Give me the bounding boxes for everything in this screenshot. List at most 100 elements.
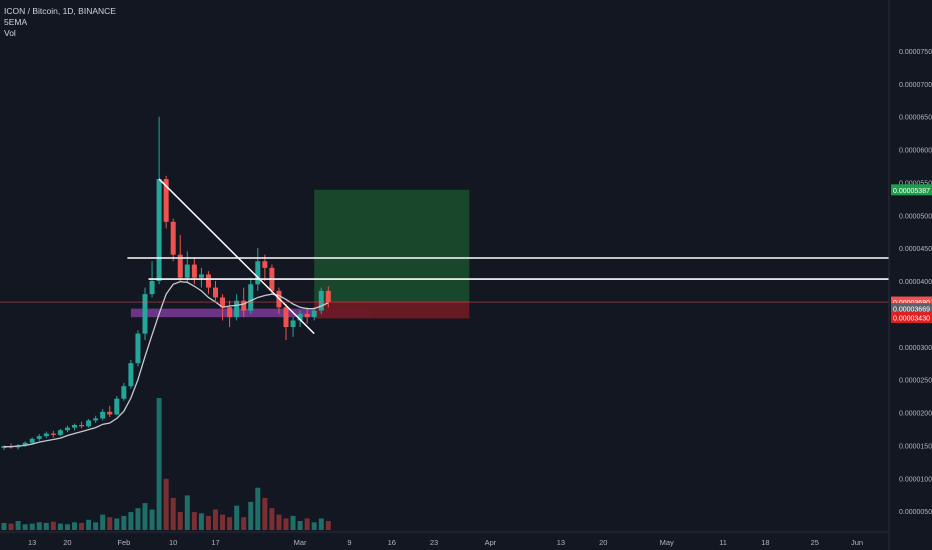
candle-body — [227, 307, 233, 318]
time-tick-label[interactable]: 10 — [169, 538, 177, 547]
candle-body — [318, 290, 324, 311]
candle-body — [191, 264, 197, 278]
candle-body — [255, 261, 261, 285]
time-tick-label[interactable]: 25 — [811, 538, 819, 547]
volume-bar — [269, 508, 275, 530]
volume-bar — [205, 515, 211, 530]
time-tick-label[interactable]: Mar — [294, 538, 307, 547]
candle-body — [43, 433, 49, 437]
time-tick-label[interactable]: 17 — [211, 538, 219, 547]
time-tick-label[interactable]: Feb — [117, 538, 130, 547]
long-position-loss-zone — [314, 302, 470, 319]
price-badges: 0.000053870.000036800.07:33:080.00003669… — [891, 184, 932, 323]
volume-bar — [276, 514, 282, 530]
volume-bar — [1, 522, 7, 530]
candle-body — [184, 264, 190, 278]
candle-body — [121, 386, 127, 399]
volume-bar — [79, 522, 85, 530]
volume-bar — [297, 521, 303, 530]
target-price-badge: 0.00005387 — [893, 188, 930, 195]
volume-bar — [22, 524, 28, 530]
volume-bar — [50, 521, 56, 530]
volume-bar — [184, 495, 190, 530]
time-tick-label[interactable]: 9 — [347, 538, 351, 547]
volume-bar — [114, 518, 120, 530]
volume-bar — [290, 515, 296, 530]
candle-body — [198, 274, 204, 278]
volume-bar — [325, 521, 331, 530]
price-tick-label[interactable]: 0.00000500 — [899, 509, 932, 516]
volume-bar — [29, 523, 35, 530]
candle-body — [234, 300, 240, 318]
last-price-badge-bg — [891, 296, 932, 308]
volume-bar — [36, 522, 42, 530]
candle-body — [262, 261, 268, 268]
candle-body — [297, 313, 303, 321]
indicator-ema-label[interactable]: 5EMA — [4, 17, 28, 27]
candle-body — [57, 430, 63, 435]
time-tick-label[interactable]: 13 — [557, 538, 565, 547]
time-tick-label[interactable]: 20 — [63, 538, 71, 547]
candle-body — [170, 221, 176, 255]
candle-body — [325, 290, 331, 303]
stop-price-badge: 0.00003430 — [893, 315, 930, 322]
volume-bar — [57, 523, 63, 530]
time-tick-label[interactable]: 11 — [719, 538, 727, 547]
time-tick-label[interactable]: Jun — [851, 538, 863, 547]
candle-body — [79, 424, 85, 427]
indicator-volume-label[interactable]: Vol — [4, 28, 16, 38]
symbol-title[interactable]: ICON / Bitcoin, 1D, BINANCE — [4, 6, 116, 16]
time-tick-label[interactable]: 20 — [599, 538, 607, 547]
candle-body — [241, 300, 247, 311]
volume-bar — [107, 517, 113, 530]
candle-body — [177, 254, 183, 278]
volume-bar — [170, 497, 176, 530]
time-tick-label[interactable]: 13 — [28, 538, 36, 547]
volume-bar — [93, 522, 99, 530]
candle-body — [304, 313, 310, 318]
volume-bar — [248, 501, 254, 530]
volume-bar — [191, 512, 197, 530]
volume-bar — [283, 518, 289, 530]
time-tick-label[interactable]: Apr — [485, 538, 497, 547]
volume-bar — [177, 512, 183, 530]
candle-body — [156, 179, 162, 281]
candle-body — [205, 274, 211, 288]
candle-body — [72, 424, 77, 428]
volume-bar — [72, 522, 77, 530]
chart-legend: ICON / Bitcoin, 1D, BINANCE 5EMA Vol — [4, 6, 116, 39]
volume-bar — [227, 517, 233, 530]
descending-trendline — [158, 178, 315, 335]
volume-bar — [318, 518, 324, 530]
time-tick-label[interactable]: 23 — [430, 538, 438, 547]
volume-bar — [255, 487, 261, 530]
candle-body — [100, 411, 106, 419]
time-tick-label[interactable]: 18 — [761, 538, 769, 547]
time-tick-label[interactable]: 16 — [388, 538, 396, 547]
time-tick-label[interactable]: May — [660, 538, 674, 547]
volume-bar — [149, 509, 155, 530]
drawing-lines — [0, 178, 889, 448]
candle-body — [22, 442, 28, 446]
volume-bar — [163, 478, 169, 530]
long-position-profit-zone — [314, 189, 470, 303]
time-axis[interactable]: 13 20 Feb 10 17 Mar 9 16 23 Apr 13 20 May 11 18 25 Jun — [0, 531, 889, 547]
volume-bar — [213, 509, 218, 530]
volume-bar — [8, 523, 14, 530]
volume-bar — [15, 521, 21, 530]
volume-bar — [234, 505, 240, 530]
